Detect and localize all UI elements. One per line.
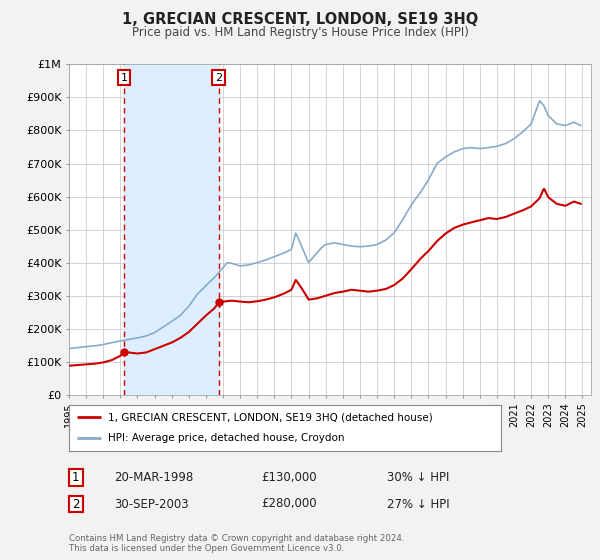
Text: £280,000: £280,000: [261, 497, 317, 511]
Text: 2: 2: [215, 73, 223, 83]
Text: 20-MAR-1998: 20-MAR-1998: [114, 470, 193, 484]
Bar: [124, 64, 219, 395]
Text: 1, GRECIAN CRESCENT, LONDON, SE19 3HQ (detached house): 1, GRECIAN CRESCENT, LONDON, SE19 3HQ (d…: [108, 412, 433, 422]
Text: £130,000: £130,000: [261, 470, 317, 484]
Text: 2: 2: [72, 497, 79, 511]
Text: 30% ↓ HPI: 30% ↓ HPI: [387, 470, 449, 484]
Text: 1: 1: [121, 73, 128, 83]
Text: 30-SEP-2003: 30-SEP-2003: [114, 497, 188, 511]
Text: Contains HM Land Registry data © Crown copyright and database right 2024.
This d: Contains HM Land Registry data © Crown c…: [69, 534, 404, 553]
Text: 27% ↓ HPI: 27% ↓ HPI: [387, 497, 449, 511]
Text: 1: 1: [72, 470, 79, 484]
Text: 1, GRECIAN CRESCENT, LONDON, SE19 3HQ: 1, GRECIAN CRESCENT, LONDON, SE19 3HQ: [122, 12, 478, 27]
Text: Price paid vs. HM Land Registry's House Price Index (HPI): Price paid vs. HM Land Registry's House …: [131, 26, 469, 39]
Text: HPI: Average price, detached house, Croydon: HPI: Average price, detached house, Croy…: [108, 433, 344, 444]
